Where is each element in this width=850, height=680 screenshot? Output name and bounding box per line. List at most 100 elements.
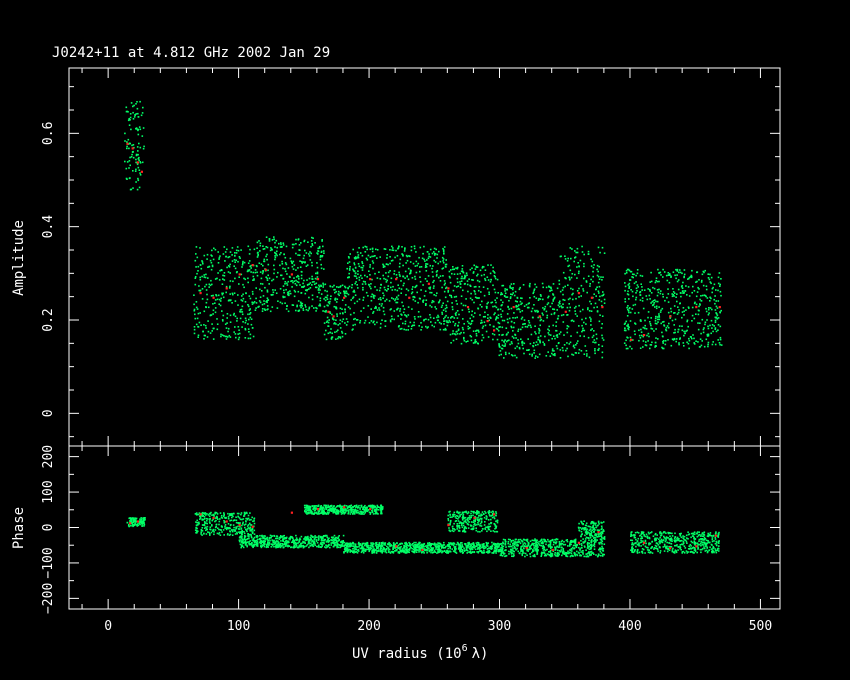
amp-data-point [447, 321, 449, 324]
amp-data-point [130, 128, 132, 131]
phase-data-point [242, 545, 244, 547]
amp-data-point [509, 343, 511, 346]
amp-data-point [222, 314, 225, 317]
amp-data-point [678, 343, 680, 346]
amp-data-point [266, 258, 268, 261]
amp-data-point [503, 357, 505, 359]
amp-data-point [371, 293, 373, 296]
amp-data-point [574, 352, 577, 354]
amp-data-point [533, 289, 535, 292]
amp-data-point [193, 308, 196, 311]
phase-data-point [134, 517, 137, 519]
phase-data-point [360, 506, 363, 508]
phase-data-point [220, 529, 222, 531]
phase-data-point [463, 550, 466, 552]
amp-data-point [330, 295, 332, 297]
amp-data-point [562, 321, 565, 323]
amp-data-point [223, 275, 226, 277]
amp-data-point [253, 278, 255, 280]
amp-data-point [373, 320, 375, 323]
amp-data-point [194, 277, 197, 279]
amp-data-point [490, 301, 492, 304]
amp-data-point [139, 128, 142, 131]
amp-data-point [688, 307, 690, 309]
phase-data-point [313, 542, 316, 545]
phase-data-point [285, 536, 288, 539]
phase-data-point [250, 528, 252, 530]
amp-data-point [139, 161, 141, 163]
amp-data-point [353, 257, 356, 259]
amp-data-point [308, 283, 310, 285]
phase-data-point [305, 510, 308, 513]
amp-data-point [624, 298, 626, 300]
phase-data-point [360, 512, 363, 515]
amp-data-point [640, 328, 642, 331]
amp-data-point [218, 258, 220, 260]
phase-data-point [211, 524, 213, 526]
phase-data-point [380, 509, 383, 511]
amp-data-point [247, 269, 249, 271]
amp-data-point [308, 307, 310, 310]
phase-data-point [406, 543, 408, 545]
amp-data-point [595, 341, 597, 344]
amp-data-point [336, 298, 339, 300]
amp-data-point [282, 277, 285, 280]
amp-data-point [315, 306, 317, 309]
amp-data-point [583, 335, 585, 338]
amp-data-point [456, 310, 459, 312]
amp-data-point [286, 282, 288, 285]
amp-data-point [203, 254, 206, 257]
amp-data-point [216, 323, 219, 325]
phase-data-point [428, 542, 431, 544]
amp-data-point [693, 342, 695, 344]
amp-data-point [430, 306, 433, 308]
amp-data-point [242, 293, 244, 296]
amp-data-point [510, 326, 513, 329]
amp-data-point [715, 317, 717, 319]
amp-data-point [243, 277, 245, 280]
amp-data-point [291, 280, 293, 282]
amp-data-point [552, 324, 554, 327]
amp-data-point [678, 309, 680, 311]
phase-data-point [264, 535, 266, 537]
amp-data-point [136, 163, 139, 166]
amp-data-point [419, 276, 421, 278]
phase-data-point [133, 518, 135, 521]
amp-data-point [514, 347, 517, 350]
amp-data-point [704, 321, 707, 324]
phase-data-point [252, 546, 254, 548]
amp-data-point [546, 316, 548, 319]
amp-data-point [514, 334, 517, 336]
amp-data-point [135, 168, 137, 171]
amp-data-point [469, 268, 472, 271]
amp-data-point [649, 288, 651, 291]
phase-data-point [448, 544, 450, 546]
amp-data-point [455, 338, 458, 340]
amp-data-point [566, 325, 569, 327]
phase-data-point [319, 536, 322, 539]
phase-data-point [142, 522, 144, 524]
phase-data-point [360, 545, 363, 547]
amp-data-point [530, 333, 533, 336]
amp-data-point [311, 298, 314, 301]
amp-data-point [318, 284, 320, 287]
amp-data-point [208, 283, 211, 286]
amp-data-point [231, 292, 234, 295]
phase-data-point [325, 541, 328, 543]
phase-data-point [303, 541, 306, 543]
amp-data-point [708, 278, 711, 281]
amp-data-point [686, 320, 688, 323]
amp-data-point [289, 257, 292, 260]
amp-data-point [599, 251, 601, 254]
phase-data-point [284, 545, 287, 547]
amp-data-point [368, 322, 371, 324]
amp-data-point [227, 256, 229, 259]
phase-data-point [354, 509, 356, 512]
amp-data-point [645, 344, 648, 347]
phase-data-point [234, 530, 236, 533]
amp-data-point [712, 341, 714, 343]
amp-data-point [309, 282, 312, 284]
amp-data-point [453, 268, 455, 271]
amp-data-point [433, 317, 435, 319]
phase-data-point [306, 538, 308, 540]
